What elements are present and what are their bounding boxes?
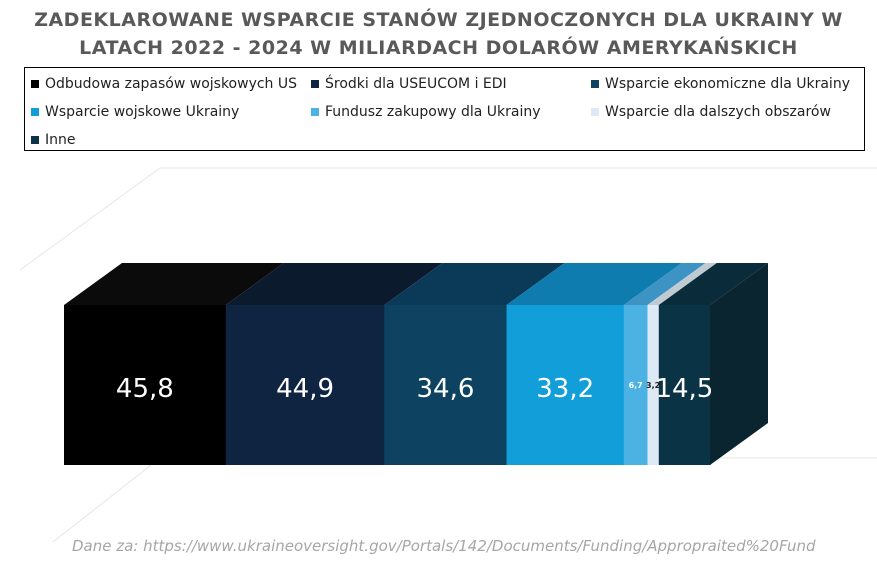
data-label-5: 6,7 bbox=[629, 381, 643, 390]
legend-label: Wsparcie wojskowe Ukrainy bbox=[45, 104, 240, 120]
legend-label: Fundusz zakupowy dla Ukrainy bbox=[325, 104, 541, 120]
segment-1-front bbox=[64, 305, 227, 465]
data-label-3: 34,6 bbox=[417, 374, 475, 404]
legend-item-dalsze-obszary: Wsparcie dla dalszych obszarów bbox=[591, 101, 831, 123]
data-label-2: 44,9 bbox=[276, 374, 334, 404]
legend-label: Wsparcie dla dalszych obszarów bbox=[605, 104, 831, 120]
floor-line bbox=[52, 457, 877, 542]
segment-6-front bbox=[647, 305, 660, 465]
chart-legend: Odbudowa zapasów wojskowych US Środki dl… bbox=[24, 67, 865, 151]
chart-title: ZADEKLAROWANE WSPARCIE STANÓW ZJEDNOCZON… bbox=[0, 6, 877, 62]
segment-3-front bbox=[384, 305, 508, 465]
legend-swatch bbox=[591, 108, 599, 116]
legend-item-wojskowe: Wsparcie wojskowe Ukrainy bbox=[31, 101, 239, 123]
legend-swatch bbox=[311, 108, 319, 116]
legend-item-fundusz: Fundusz zakupowy dla Ukrainy bbox=[311, 101, 541, 123]
legend-item-ekonomiczne: Wsparcie ekonomiczne dla Ukrainy bbox=[591, 73, 850, 95]
segment-5-front bbox=[623, 305, 649, 465]
bar-side-face bbox=[710, 263, 768, 465]
stacked-bar-chart: 45,8 44,9 34,6 33,2 6,7 3,214,5 bbox=[19, 167, 877, 542]
segment-6-top bbox=[647, 263, 717, 305]
legend-swatch bbox=[31, 108, 39, 116]
data-label-6: 3,2 bbox=[646, 381, 660, 390]
segment-3-top bbox=[384, 263, 565, 305]
segment-1-top bbox=[64, 263, 284, 305]
legend-label: Inne bbox=[45, 132, 76, 148]
legend-swatch bbox=[591, 80, 599, 88]
legend-swatch bbox=[31, 136, 39, 144]
data-label-7: 14,5 bbox=[655, 374, 713, 404]
legend-item-inne: Inne bbox=[31, 129, 76, 151]
chart-title-line-2: LATACH 2022 - 2024 W MILIARDACH DOLARÓW … bbox=[79, 37, 798, 59]
data-label-4: 33,2 bbox=[536, 374, 594, 404]
segment-7-front bbox=[658, 305, 711, 465]
legend-label: Odbudowa zapasów wojskowych US bbox=[45, 76, 298, 92]
segment-4-top bbox=[506, 263, 682, 305]
legend-label: Środki dla USEUCOM i EDI bbox=[325, 76, 507, 92]
segment-4-front bbox=[506, 305, 625, 465]
source-note: Dane za: https://www.ukraineoversight.go… bbox=[72, 537, 816, 555]
data-label-1: 45,8 bbox=[116, 374, 174, 404]
legend-swatch bbox=[31, 80, 39, 88]
legend-label: Wsparcie ekonomiczne dla Ukrainy bbox=[605, 76, 850, 92]
legend-item-useucom: Środki dla USEUCOM i EDI bbox=[311, 73, 507, 95]
legend-item-odbudowa: Odbudowa zapasów wojskowych US bbox=[31, 73, 297, 95]
segment-5-top bbox=[623, 263, 706, 305]
segment-7-top bbox=[658, 263, 768, 305]
chart-data-labels: 45,8 44,9 34,6 33,2 6,7 3,214,5 bbox=[116, 374, 713, 404]
back-wall-line bbox=[19, 167, 877, 271]
segment-2-front bbox=[225, 305, 385, 465]
legend-swatch bbox=[311, 80, 319, 88]
segment-2-top bbox=[225, 263, 443, 305]
chart-bars bbox=[64, 263, 768, 465]
chart-title-line-1: ZADEKLAROWANE WSPARCIE STANÓW ZJEDNOCZON… bbox=[34, 9, 843, 31]
